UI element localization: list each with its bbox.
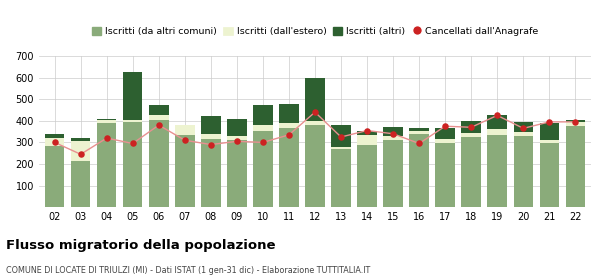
Bar — [566, 122, 585, 126]
Bar — [487, 135, 507, 207]
Bar — [45, 134, 64, 138]
Bar — [123, 120, 142, 122]
Point — [232, 139, 242, 144]
Point — [545, 120, 554, 124]
Point — [154, 123, 164, 127]
Bar — [97, 123, 116, 207]
Bar — [383, 140, 403, 207]
Bar — [71, 141, 91, 161]
Point — [336, 135, 346, 139]
Bar — [71, 161, 91, 207]
Bar — [201, 134, 221, 139]
Bar — [514, 132, 533, 136]
Bar — [461, 133, 481, 137]
Bar — [539, 143, 559, 207]
Point — [50, 140, 59, 145]
Bar — [97, 119, 116, 120]
Bar — [331, 149, 351, 207]
Bar — [227, 140, 247, 207]
Bar — [487, 129, 507, 135]
Bar — [45, 146, 64, 207]
Bar — [149, 105, 169, 115]
Bar — [409, 134, 429, 207]
Bar — [71, 138, 91, 141]
Bar — [305, 121, 325, 125]
Bar — [305, 125, 325, 207]
Point — [518, 126, 528, 130]
Bar — [227, 136, 247, 140]
Bar — [383, 127, 403, 136]
Bar — [45, 138, 64, 146]
Point — [258, 140, 268, 145]
Point — [466, 125, 476, 130]
Point — [440, 124, 450, 129]
Bar — [253, 125, 272, 130]
Point — [415, 141, 424, 146]
Bar — [149, 120, 169, 207]
Bar — [175, 125, 194, 135]
Bar — [358, 130, 377, 135]
Bar — [201, 139, 221, 207]
Bar — [279, 104, 299, 123]
Point — [128, 141, 137, 146]
Point — [362, 128, 372, 133]
Bar — [331, 147, 351, 149]
Point — [571, 120, 580, 124]
Point — [180, 138, 190, 143]
Point — [493, 113, 502, 118]
Bar — [253, 130, 272, 207]
Bar — [566, 120, 585, 122]
Bar — [539, 140, 559, 143]
Bar — [201, 116, 221, 134]
Bar — [487, 115, 507, 129]
Bar — [279, 123, 299, 128]
Bar — [305, 78, 325, 121]
Bar — [461, 137, 481, 207]
Bar — [253, 105, 272, 125]
Bar — [358, 144, 377, 207]
Bar — [566, 126, 585, 207]
Bar — [514, 136, 533, 207]
Bar — [331, 125, 351, 147]
Point — [206, 142, 215, 147]
Bar — [97, 120, 116, 123]
Bar — [436, 143, 455, 207]
Bar — [149, 115, 169, 120]
Bar — [175, 135, 194, 207]
Bar — [436, 139, 455, 143]
Point — [102, 136, 112, 140]
Bar — [436, 128, 455, 139]
Bar — [358, 135, 377, 144]
Point — [284, 133, 294, 137]
Bar — [409, 130, 429, 134]
Bar — [461, 121, 481, 133]
Bar — [123, 72, 142, 120]
Point — [388, 132, 398, 136]
Point — [76, 152, 85, 157]
Text: Flusso migratorio della popolazione: Flusso migratorio della popolazione — [6, 239, 275, 252]
Legend: Iscritti (da altri comuni), Iscritti (dall'estero), Iscritti (altri), Cancellati: Iscritti (da altri comuni), Iscritti (da… — [88, 23, 542, 40]
Bar — [409, 128, 429, 130]
Bar — [514, 122, 533, 132]
Bar — [123, 122, 142, 207]
Bar — [227, 119, 247, 136]
Point — [310, 110, 320, 115]
Text: COMUNE DI LOCATE DI TRIULZI (MI) - Dati ISTAT (1 gen-31 dic) - Elaborazione TUTT: COMUNE DI LOCATE DI TRIULZI (MI) - Dati … — [6, 266, 370, 275]
Bar — [539, 123, 559, 140]
Bar — [279, 128, 299, 207]
Bar — [383, 136, 403, 140]
